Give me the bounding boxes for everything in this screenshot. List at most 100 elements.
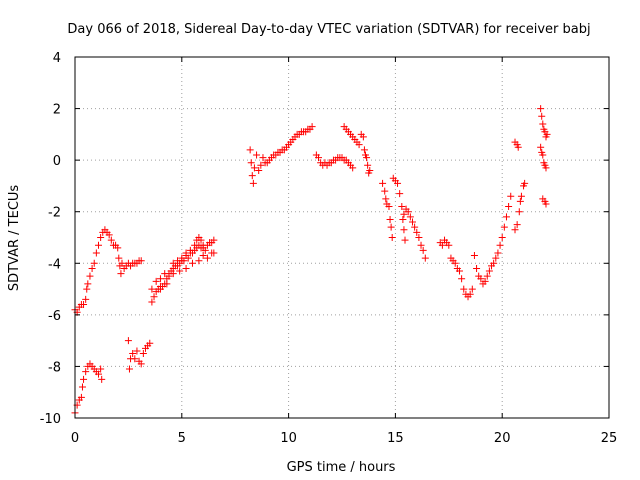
data-point xyxy=(98,375,106,383)
data-point xyxy=(80,301,88,309)
data-point xyxy=(197,236,205,244)
data-point xyxy=(146,339,154,347)
data-point xyxy=(360,146,368,154)
data-point xyxy=(117,270,125,278)
data-point xyxy=(460,285,468,293)
data-point xyxy=(148,285,156,293)
data-point xyxy=(406,213,414,221)
data-point xyxy=(470,252,478,260)
data-point xyxy=(139,350,147,358)
chart-title: Day 066 of 2018, Sidereal Day-to-day VTE… xyxy=(67,22,590,37)
data-point xyxy=(505,203,513,211)
y-axis-label: SDTVAR / TECUs xyxy=(7,185,22,292)
x-tick-label: 25 xyxy=(601,431,618,446)
data-point xyxy=(178,254,186,262)
data-point xyxy=(355,141,363,149)
data-point xyxy=(105,231,113,239)
data-point xyxy=(381,187,389,195)
data-point xyxy=(382,195,390,203)
x-tick-label: 15 xyxy=(387,431,404,446)
data-point xyxy=(468,285,476,293)
data-point xyxy=(477,275,485,283)
series-arc-8 xyxy=(312,151,357,172)
data-point xyxy=(494,249,502,257)
data-point xyxy=(359,133,367,141)
data-point xyxy=(249,179,257,187)
series-arc-19 xyxy=(537,143,550,208)
data-point xyxy=(408,218,416,226)
data-point xyxy=(400,226,408,234)
data-point xyxy=(94,370,102,378)
data-point xyxy=(199,241,207,249)
y-tick-label: -6 xyxy=(48,309,61,324)
series-arc-10 xyxy=(379,179,396,241)
data-point xyxy=(169,259,177,267)
data-point xyxy=(246,146,254,154)
data-point xyxy=(542,200,550,208)
series-arc-5 xyxy=(148,234,207,293)
data-point xyxy=(363,154,371,162)
data-point xyxy=(124,337,132,345)
data-markers xyxy=(71,105,551,417)
data-point xyxy=(511,226,519,234)
y-tick-labels: -10 -8 -6 -4 -2 0 2 4 xyxy=(40,51,61,427)
data-point xyxy=(86,272,94,280)
data-point xyxy=(451,259,459,267)
data-point xyxy=(513,221,521,229)
data-point xyxy=(199,252,207,260)
data-point xyxy=(156,275,164,283)
data-point xyxy=(401,236,409,244)
data-point xyxy=(521,179,529,187)
data-point xyxy=(107,236,115,244)
data-point xyxy=(385,203,393,211)
data-point xyxy=(253,151,261,159)
data-point xyxy=(542,164,550,172)
data-point xyxy=(148,298,156,306)
data-point xyxy=(417,241,425,249)
y-tick-label: -4 xyxy=(48,257,61,272)
x-tick-label: 10 xyxy=(280,431,297,446)
data-point xyxy=(404,208,412,216)
data-point xyxy=(118,259,126,267)
data-point xyxy=(399,215,407,223)
data-point xyxy=(169,270,177,278)
data-point xyxy=(394,179,402,187)
data-point xyxy=(78,383,86,391)
y-tick-label: 2 xyxy=(53,103,61,118)
series-arc-16 xyxy=(511,138,522,151)
data-point xyxy=(366,166,374,174)
data-point xyxy=(398,203,406,211)
data-point xyxy=(473,264,481,272)
data-point xyxy=(94,241,102,249)
x-axis-label: GPS time / hours xyxy=(287,460,396,475)
data-point xyxy=(515,208,523,216)
data-point xyxy=(88,264,96,272)
data-point xyxy=(539,120,547,128)
data-point xyxy=(203,254,211,262)
data-point xyxy=(152,277,160,285)
data-point xyxy=(445,241,453,249)
data-point xyxy=(176,267,184,275)
data-point xyxy=(496,241,504,249)
data-point xyxy=(191,241,199,249)
data-point xyxy=(455,267,463,275)
series-arc-9 xyxy=(340,123,374,177)
data-point xyxy=(507,192,515,200)
y-tick-label: -8 xyxy=(48,360,61,375)
data-point xyxy=(210,236,218,244)
data-point xyxy=(247,159,255,167)
data-point xyxy=(411,223,419,231)
data-point xyxy=(537,143,545,151)
data-point xyxy=(83,285,91,293)
x-tick-label: 20 xyxy=(494,431,511,446)
data-point xyxy=(415,234,423,241)
data-point xyxy=(481,277,489,285)
data-point xyxy=(80,375,88,383)
y-tick-label: -10 xyxy=(40,412,61,427)
series-arc-17 xyxy=(511,179,529,234)
series-arc-13 xyxy=(436,236,453,249)
data-point xyxy=(163,280,171,288)
data-point xyxy=(349,164,357,172)
data-point xyxy=(133,347,141,355)
data-point xyxy=(379,179,387,187)
